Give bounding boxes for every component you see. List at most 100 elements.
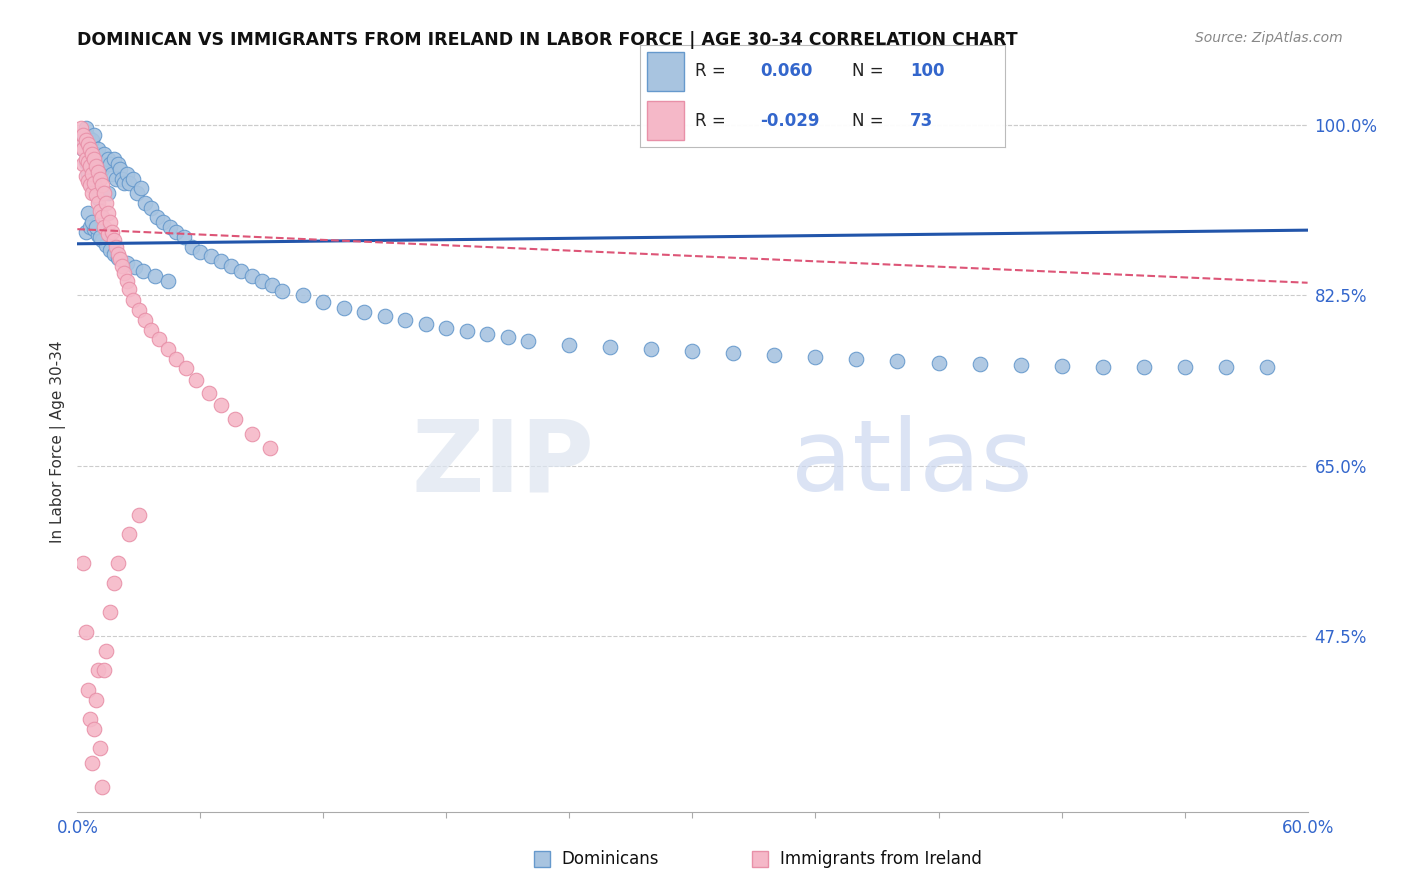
Point xyxy=(1132,359,1154,374)
Point xyxy=(240,426,263,441)
Point xyxy=(89,741,111,756)
Point xyxy=(89,230,111,244)
Point xyxy=(333,301,356,315)
Point xyxy=(79,712,101,726)
Point xyxy=(90,211,114,225)
Point xyxy=(87,191,110,205)
Point xyxy=(121,293,143,308)
Text: R =: R = xyxy=(695,62,731,80)
Point xyxy=(83,128,105,142)
Point xyxy=(129,181,152,195)
Point xyxy=(886,353,908,368)
Point xyxy=(79,220,101,235)
Point xyxy=(374,309,396,323)
Text: atlas: atlas xyxy=(792,416,1032,512)
Point xyxy=(134,312,156,326)
Point xyxy=(97,227,120,241)
Point xyxy=(103,152,125,166)
Point xyxy=(969,357,991,371)
Point xyxy=(90,780,114,795)
Point xyxy=(93,664,115,678)
Text: Source: ZipAtlas.com: Source: ZipAtlas.com xyxy=(1195,31,1343,45)
Point xyxy=(76,129,98,144)
Point xyxy=(156,274,179,288)
Point xyxy=(107,557,129,571)
Point xyxy=(90,178,114,193)
Point xyxy=(103,233,125,247)
Point xyxy=(98,243,121,257)
Point xyxy=(188,244,212,259)
Point xyxy=(84,147,107,161)
Point xyxy=(75,120,97,135)
Point xyxy=(115,167,138,181)
Point xyxy=(134,195,156,210)
Point xyxy=(110,161,132,176)
Point xyxy=(93,147,115,161)
Point xyxy=(103,246,125,260)
Point xyxy=(845,351,868,366)
Point xyxy=(1215,359,1237,374)
Point xyxy=(105,171,128,186)
Point xyxy=(94,237,117,252)
Point xyxy=(105,240,128,254)
Point xyxy=(98,605,121,619)
Point xyxy=(89,157,111,171)
Point xyxy=(115,256,138,270)
Point xyxy=(75,152,97,166)
Point xyxy=(121,171,143,186)
Point xyxy=(141,201,163,215)
Point xyxy=(114,266,136,280)
Point xyxy=(117,282,139,296)
Point xyxy=(312,295,335,310)
Point xyxy=(1174,359,1197,374)
Point xyxy=(75,624,97,639)
Point xyxy=(80,186,103,201)
Text: 100: 100 xyxy=(910,62,945,80)
Point xyxy=(107,157,129,171)
Text: ZIP: ZIP xyxy=(411,416,595,512)
Point xyxy=(174,361,197,376)
Point xyxy=(93,186,115,201)
Point xyxy=(224,412,246,426)
Point xyxy=(456,325,478,339)
Point xyxy=(93,220,115,235)
Point xyxy=(94,195,117,210)
Text: -0.029: -0.029 xyxy=(761,112,820,129)
Point xyxy=(80,756,103,770)
Point xyxy=(231,264,253,278)
Point xyxy=(219,259,242,273)
Point xyxy=(101,167,124,181)
Point xyxy=(84,692,107,706)
Point xyxy=(107,252,129,266)
Text: R =: R = xyxy=(695,112,731,129)
Point xyxy=(87,164,110,178)
Point xyxy=(599,340,621,354)
Point xyxy=(1256,359,1278,374)
Point xyxy=(197,385,219,400)
Point xyxy=(76,137,98,152)
Point xyxy=(83,722,105,736)
Point xyxy=(125,186,148,201)
Point xyxy=(70,130,93,145)
Point xyxy=(115,274,138,288)
Point xyxy=(415,317,437,331)
Point xyxy=(87,664,110,678)
Point xyxy=(79,178,101,193)
Point xyxy=(72,128,94,142)
Point xyxy=(114,177,136,191)
Point xyxy=(477,327,499,342)
Point xyxy=(89,171,111,186)
Point xyxy=(87,195,110,210)
Text: DOMINICAN VS IMMIGRANTS FROM IRELAND IN LABOR FORCE | AGE 30-34 CORRELATION CHAR: DOMINICAN VS IMMIGRANTS FROM IRELAND IN … xyxy=(77,31,1018,49)
Point xyxy=(80,147,103,161)
Point xyxy=(72,557,94,571)
Point xyxy=(209,399,232,413)
Point xyxy=(132,264,155,278)
Point xyxy=(76,174,98,188)
Point xyxy=(128,508,150,522)
Point xyxy=(84,188,107,202)
Point xyxy=(94,157,117,171)
Point xyxy=(146,211,169,225)
Point xyxy=(76,167,98,181)
Point xyxy=(84,181,107,195)
